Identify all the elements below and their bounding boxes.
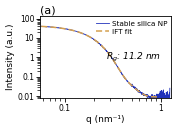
Stable silica NP xyxy=(118,69,120,71)
IFT fit xyxy=(40,26,42,27)
Legend: Stable silica NP, IFT fit: Stable silica NP, IFT fit xyxy=(96,20,168,35)
IFT fit xyxy=(113,60,115,62)
IFT fit xyxy=(66,28,68,30)
IFT fit xyxy=(116,66,118,67)
Stable silica NP xyxy=(115,63,117,65)
Stable silica NP xyxy=(156,103,159,105)
IFT fit xyxy=(72,30,74,31)
Stable silica NP xyxy=(122,75,124,76)
Text: $R_g$: 11.2 nm: $R_g$: 11.2 nm xyxy=(106,51,161,64)
Stable silica NP xyxy=(138,90,140,91)
Line: IFT fit: IFT fit xyxy=(41,26,157,97)
IFT fit xyxy=(42,26,44,27)
IFT fit xyxy=(156,96,158,98)
IFT fit xyxy=(54,27,56,28)
Text: (a): (a) xyxy=(40,6,55,16)
Y-axis label: Intensity (a.u.): Intensity (a.u.) xyxy=(5,24,15,90)
Stable silica NP xyxy=(169,87,171,89)
Stable silica NP xyxy=(40,25,42,27)
X-axis label: q (nm⁻¹): q (nm⁻¹) xyxy=(86,115,125,124)
Line: Stable silica NP: Stable silica NP xyxy=(41,26,170,104)
Stable silica NP xyxy=(48,26,50,28)
Stable silica NP xyxy=(151,94,153,95)
